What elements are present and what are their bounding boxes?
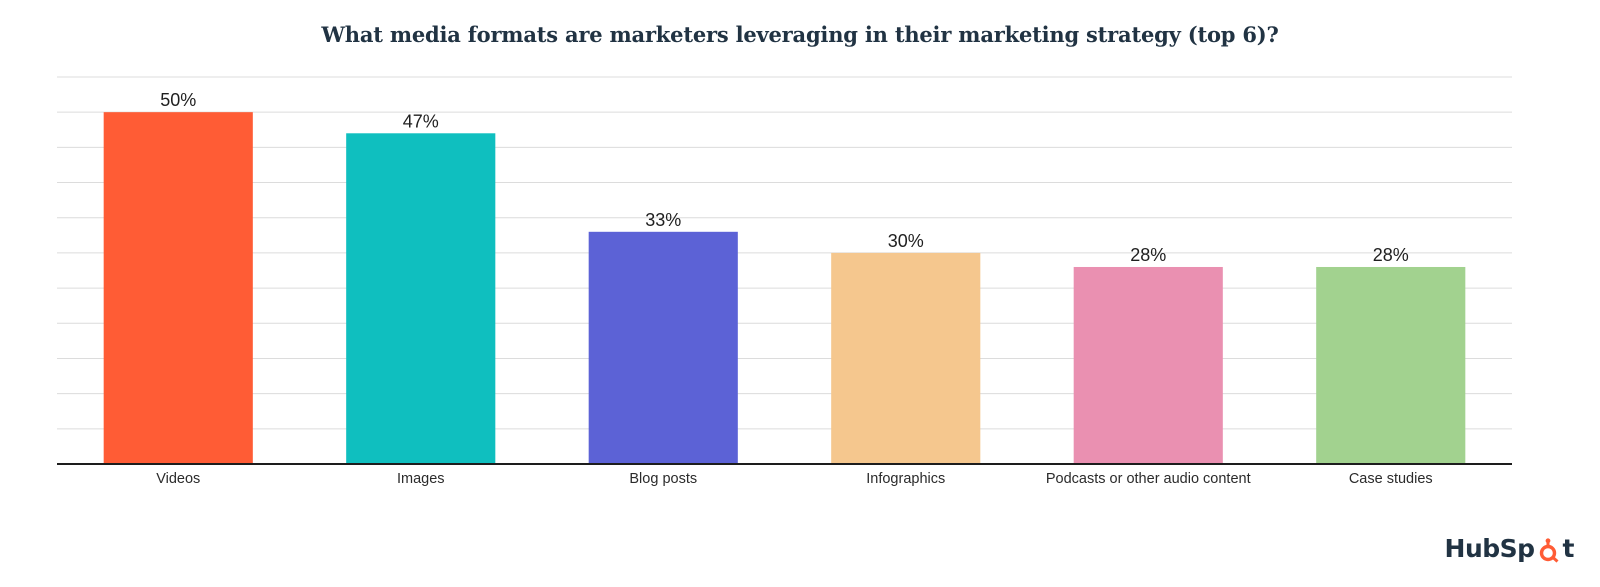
category-labels: Videos Images Blog posts Infographics Podcas… [156, 471, 1432, 487]
hubspot-logo: HubSp t [1444, 534, 1575, 563]
logo-text-suffix: t [1562, 534, 1575, 563]
chart-title: What media formats are marketers leverag… [321, 22, 1279, 47]
category-label: Blog posts [629, 471, 697, 487]
category-label: Infographics [866, 471, 945, 487]
value-labels: 50% 47% 33% 30% 28% 28% [160, 90, 1409, 265]
bar-blog-posts [588, 231, 738, 464]
category-label: Images [397, 471, 445, 487]
category-label: Podcasts or other audio content [1046, 471, 1251, 487]
bar-infographics [831, 252, 981, 464]
value-label: 33% [645, 210, 681, 230]
value-label: 30% [888, 231, 924, 251]
logo-text-prefix: HubSp [1444, 534, 1536, 563]
bar-videos [103, 112, 253, 464]
value-label: 50% [160, 90, 196, 110]
value-label: 28% [1373, 245, 1409, 265]
bar-podcasts-or-other-audio-content [1073, 266, 1223, 464]
bar-images [346, 133, 496, 465]
value-label: 47% [403, 111, 439, 131]
value-label: 28% [1130, 245, 1166, 265]
category-label: Case studies [1349, 471, 1433, 487]
bars [103, 112, 1466, 465]
category-label: Videos [156, 471, 200, 487]
grid-lines [57, 76, 1512, 430]
sprocket-icon [1539, 537, 1559, 563]
bar-case-studies [1316, 266, 1466, 464]
